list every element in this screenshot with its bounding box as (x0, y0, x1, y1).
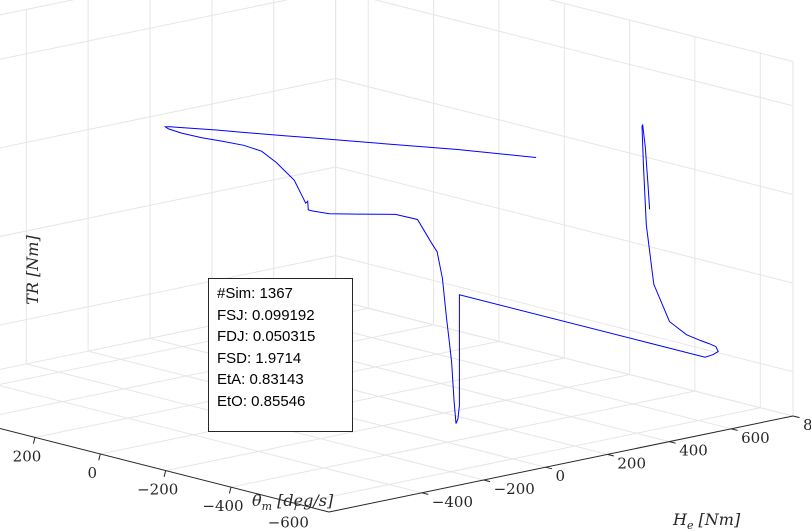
info-line-sim: #Sim: 1367 (217, 285, 293, 302)
floor-grid-line (165, 374, 630, 472)
back-wall-grid-line (0, 77, 336, 149)
data-curve (163, 123, 719, 424)
y-tick-label: 800 (803, 416, 811, 434)
x-tick-label: −600 (268, 514, 309, 532)
box-edge (0, 0, 75, 16)
y-tick (483, 479, 491, 483)
floor-grid-line (296, 407, 761, 505)
x-tick-label: 200 (13, 447, 42, 465)
y-tick (792, 415, 800, 419)
info-line-eto: EtO: 0.85546 (217, 392, 306, 410)
y-tick (607, 453, 615, 457)
floor-grid-line (0, 385, 422, 494)
z-axis-label: TR [Nm] (23, 235, 42, 305)
x-tick-label: 0 (88, 464, 98, 482)
x-axis-line (0, 427, 330, 513)
side-wall-grid-line (373, 0, 794, 107)
info-line-fsd: FSD: 1.9714 (217, 349, 302, 367)
y-tick-label: 400 (679, 442, 708, 460)
x-tick (163, 470, 167, 478)
grid-lines (0, 0, 794, 505)
side-wall-grid-line (335, 166, 794, 284)
y-tick-label: −400 (432, 493, 473, 511)
y-tick-label: −200 (494, 480, 535, 498)
simulation-info-box: #Sim: 1367 FSJ: 0.099192 FDJ: 0.050315 F… (208, 278, 353, 432)
floor-grid-line (230, 390, 696, 488)
back-wall-grid-line (0, 255, 336, 326)
axes (0, 415, 800, 513)
x-tick-label: −200 (137, 481, 178, 499)
y-tick-label: 0 (556, 467, 566, 485)
x-tick (228, 486, 232, 494)
side-wall-grid-line (335, 77, 794, 195)
axis-labels: θ̇m [deg/s] He [Nm] TR [Nm] −600 −400 −200… (13, 235, 811, 532)
series-line-0 (163, 123, 719, 424)
y-tick (421, 492, 429, 495)
x-tick (98, 453, 101, 461)
info-line-fdj: FDJ: 0.050315 (217, 328, 316, 345)
x-tick (32, 437, 36, 444)
info-line-fsj: FSJ: 0.099192 (217, 306, 315, 324)
box-edge (335, 299, 794, 417)
floor-grid-line (0, 324, 434, 416)
y-tick (669, 441, 676, 444)
back-wall-grid-line (0, 166, 336, 237)
x-axis-label: θ̇m [deg/s] (252, 491, 334, 513)
y-tick-label: 600 (741, 429, 770, 447)
info-line-eta: EtA: 0.83143 (217, 371, 304, 388)
y-tick (545, 466, 553, 470)
y-axis-line (328, 415, 794, 513)
y-axis-label: He [Nm] (672, 510, 741, 532)
x-tick-label: −400 (202, 497, 243, 515)
box-edge (548, 0, 794, 62)
y-tick (730, 428, 738, 431)
y-tick-label: 200 (617, 454, 646, 472)
back-wall-grid-line (0, 0, 289, 60)
x-tick (294, 503, 297, 511)
